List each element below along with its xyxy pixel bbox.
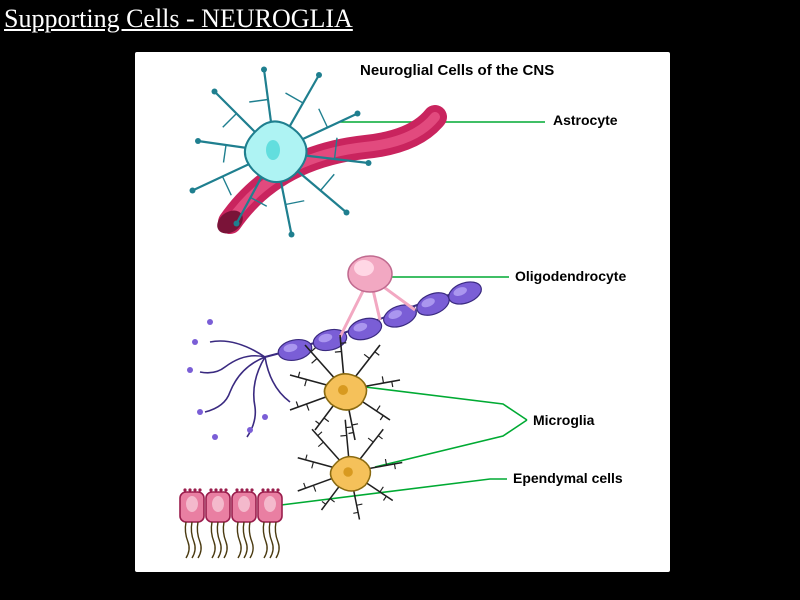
neuroglia-diagram: Neuroglial Cells of the CNS Astrocyte Ol… bbox=[135, 52, 670, 572]
diagram-svg bbox=[135, 52, 670, 572]
slide-root: Supporting Cells - NEUROGLIA Neuroglial … bbox=[0, 0, 800, 600]
slide-title: Supporting Cells - NEUROGLIA bbox=[4, 4, 353, 34]
title-bar: Supporting Cells - NEUROGLIA bbox=[0, 0, 800, 44]
